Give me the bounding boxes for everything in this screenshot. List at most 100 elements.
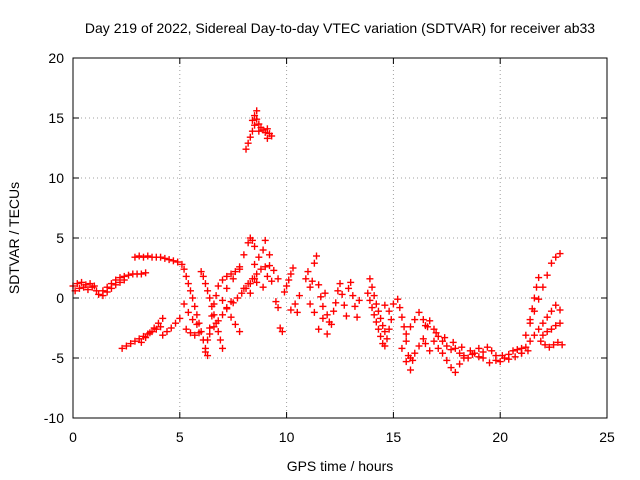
data-point: [406, 366, 414, 374]
data-point: [430, 325, 438, 333]
data-point: [353, 313, 361, 321]
data-point: [387, 316, 395, 324]
data-point: [458, 343, 466, 351]
data-point: [522, 331, 530, 339]
data-point: [219, 344, 227, 352]
data-point: [186, 329, 194, 337]
data-point: [248, 275, 256, 283]
data-point: [471, 349, 479, 357]
data-point: [377, 314, 385, 322]
data-point: [199, 272, 207, 280]
data-point: [526, 337, 534, 345]
data-point: [394, 295, 402, 303]
data-point: [364, 289, 372, 297]
data-point: [86, 280, 94, 288]
data-point: [295, 292, 303, 300]
data-point: [327, 320, 335, 328]
data-point: [547, 259, 555, 267]
data-point: [509, 347, 517, 355]
x-tick-label: 5: [176, 429, 184, 445]
data-point: [251, 242, 259, 250]
data-point: [535, 295, 543, 303]
data-point: [206, 324, 214, 332]
data-point: [411, 316, 419, 324]
data-point: [332, 299, 340, 307]
data-point: [116, 278, 124, 286]
data-point: [278, 328, 286, 336]
data-point: [479, 354, 487, 362]
data-point: [165, 256, 173, 264]
data-point: [135, 335, 143, 343]
data-point: [182, 325, 190, 333]
data-point: [513, 346, 521, 354]
data-point: [330, 307, 338, 315]
data-point: [99, 292, 107, 300]
data-point: [169, 257, 177, 265]
data-point: [270, 266, 278, 274]
data-point: [206, 330, 214, 338]
data-point: [103, 288, 111, 296]
data-point: [204, 352, 212, 360]
data-point: [159, 314, 167, 322]
data-point: [511, 353, 519, 361]
data-point: [372, 318, 380, 326]
data-point: [411, 349, 419, 357]
data-point: [547, 307, 555, 315]
data-point: [345, 284, 353, 292]
data-point: [456, 360, 464, 368]
data-point: [430, 337, 438, 345]
x-tick-label: 10: [279, 429, 295, 445]
data-point: [253, 107, 261, 115]
data-point: [539, 331, 547, 339]
data-point: [381, 342, 389, 350]
x-tick-label: 20: [492, 429, 508, 445]
data-point: [201, 280, 209, 288]
data-point: [368, 304, 376, 312]
data-point: [552, 301, 560, 309]
y-axis-label: SDTVAR / TECUs: [6, 182, 22, 294]
data-point: [159, 331, 167, 339]
data-point: [280, 288, 288, 296]
data-point: [528, 305, 536, 313]
data-point: [189, 316, 197, 324]
data-point: [466, 347, 474, 355]
data-point: [313, 252, 321, 260]
data-point: [244, 239, 252, 247]
data-point: [319, 302, 327, 310]
data-point: [535, 325, 543, 333]
x-tick-label: 15: [386, 429, 402, 445]
data-point: [370, 311, 378, 319]
data-point: [426, 347, 434, 355]
chart-title: Day 219 of 2022, Sidereal Day-to-day VTE…: [85, 20, 595, 36]
data-point: [366, 296, 374, 304]
data-point: [263, 272, 271, 280]
data-point: [526, 316, 534, 324]
data-point: [242, 145, 250, 153]
data-point: [174, 258, 182, 266]
data-point: [342, 312, 350, 320]
data-point: [432, 329, 440, 337]
data-point: [236, 328, 244, 336]
data-point: [191, 302, 199, 310]
data-point: [163, 328, 171, 336]
data-point: [184, 308, 192, 316]
data-point: [214, 317, 222, 325]
data-point: [543, 328, 551, 336]
y-tick-label: 20: [48, 50, 64, 66]
data-point: [372, 300, 380, 308]
x-axis-label: GPS time / hours: [287, 458, 394, 474]
data-point: [496, 358, 504, 366]
data-point: [317, 293, 325, 301]
data-point: [193, 320, 201, 328]
data-point: [248, 116, 256, 124]
data-point: [90, 282, 98, 290]
data-point: [191, 331, 199, 339]
data-point: [197, 268, 205, 276]
data-point: [223, 305, 231, 313]
data-point: [266, 262, 274, 270]
data-point: [172, 319, 180, 327]
data-point: [146, 329, 154, 337]
data-point: [530, 294, 538, 302]
x-tick-label: 0: [69, 429, 77, 445]
y-tick-label: -10: [44, 410, 64, 426]
